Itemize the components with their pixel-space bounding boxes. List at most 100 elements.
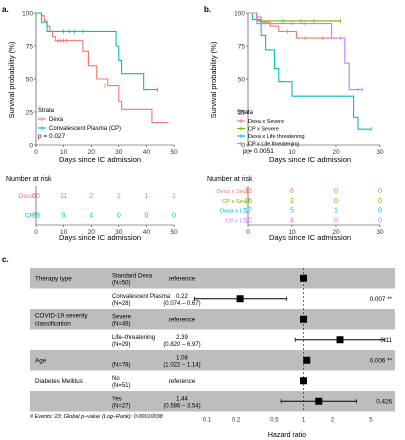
risk-a-title: Number at risk [6,176,52,183]
km-a-risk-row-label: Dexa [19,193,35,200]
km-b-curve-3 [248,12,363,91]
forest-n-label: (N=51) [112,383,131,389]
km-a-risk-count: 28 [32,213,40,220]
forest-ci-text: (0.074 – 0.67) [163,301,200,307]
forest-point [336,336,344,344]
forest-x-tick-label: 5 [369,418,373,424]
km-b-risk-count: 0 [334,217,338,224]
km-a-y-tick-label: 25 [26,109,34,116]
km-a-risk-count: 1 [117,193,121,200]
km-a-x-tick-label: 20 [88,149,96,156]
forest-estimate-text: 0.22 [176,294,188,300]
km-a-legend-label: Dexa [49,117,64,123]
km-b-pvalue: p = 0.0051 [243,148,274,155]
km-a-legend-label: Convalescent Plasma (CP) [49,126,121,132]
forest-level-label: Yes [112,396,122,402]
forest-x-tick-label: 2 [331,418,335,424]
km-a-risk-x-tick-label: 40 [143,229,151,236]
km-a-x-tick-label: 30 [115,149,123,156]
forest-point [303,356,311,364]
km-a-y-tick-label: 50 [26,76,34,83]
km-a-risk-count: 0 [172,213,176,220]
forest-estimate-text: reference [169,316,196,323]
km-b-curve-1 [248,12,341,22]
forest-row-band [30,268,395,289]
km-a-y-tick-label: 100 [22,10,33,17]
panel-b-label: b. [204,5,211,14]
km-a-risk-count: 1 [172,193,176,200]
panel-c-label: c. [2,255,9,264]
km-b-legend-label: CP x Severe [248,127,279,133]
km-b-y-tick-label: 25 [238,109,246,116]
km-a-risk-count: 9 [62,213,66,220]
forest-estimate-text: reference [169,275,196,282]
panel-a-label: a. [2,5,9,14]
km-b-risk-x-tick-label: 0 [246,229,250,236]
forest-pvalue: 0.11 [380,337,392,344]
forest-level-label: Life–threatening [112,335,155,341]
km-a-risk-count: 0 [117,213,121,220]
forest-x-tick-label: 0.5 [270,418,279,424]
forest-row-band [30,350,395,371]
km-b-risk-count: 4 [290,217,294,224]
km-b-risk-count: 0 [334,188,338,195]
forest-point [236,295,244,303]
km-b-risk-count: 0 [378,208,382,215]
forest-level-label: Severe [112,314,132,320]
km-a-risk-count: 2 [89,193,93,200]
km-b-x-tick-label: 0 [246,149,250,156]
km-b-curve-0 [248,12,341,39]
forest-variable-label: Diabetes Mellitus [35,378,83,385]
km-b-risk-x-tick-label: 20 [332,229,340,236]
km-a-y-tick-label: 0 [29,142,33,149]
km-b-legend-title: Strata [237,110,254,116]
forest-point [315,397,323,405]
km-a-pvalue: p = 0.027 [38,133,66,140]
km-a-x-tick-label: 40 [143,149,151,156]
risk-b-xlabel: Days since IC admission [269,233,351,242]
forest-n-label: (N=29) [112,342,131,348]
km-b-risk-row-label: CP x Sev [222,199,246,205]
km-b-risk-count: 2 [290,198,294,205]
forest-pvalue: 0.007 ** [370,296,393,303]
km-a-ylabel: Survival probability (%) [7,41,16,118]
forest-ci-text: (0.586 – 3.54) [163,403,200,409]
km-b-legend-label: Dexa x Severe [248,119,284,125]
forest-point [300,274,308,282]
forest-variable-label: Age [35,357,47,364]
km-b-risk-count: 0 [378,188,382,195]
km-b-risk-count: 33 [244,188,252,195]
km-b-y-tick-label: 75 [238,43,246,50]
risk-a-xlabel: Days since IC admission [59,233,141,242]
km-a-risk-x-tick-label: 20 [88,229,96,236]
km-b-risk-row-label: Dexa x LT [220,209,246,215]
forest-pvalue: 0.426 [376,398,392,405]
km-b-risk-row-label: Dexa x Sev [216,189,246,195]
forest-variable-label: COVID-19 severity [35,313,88,320]
forest-pvalue: 0.006 ** [370,357,393,364]
km-a-risk-count: 50 [32,193,40,200]
km-a-curve-1 [36,12,158,91]
forest-estimate-text: reference [169,378,196,385]
km-a-risk-x-tick-label: 50 [170,229,178,236]
km-b-y-tick-label: 100 [234,10,245,17]
forest-level-label: No [112,376,120,382]
forest-estimate-text: 2.39 [176,335,188,341]
risk-b-title: Number at risk [207,176,253,183]
forest-estimate-text: 1.44 [176,396,188,402]
km-a-curve-0 [36,12,169,124]
forest-level-label: Standard Dexa [112,273,153,279]
km-a-risk-count: 4 [89,213,93,220]
forest-variable-label: classification [35,320,71,327]
forest-variable-label: Therapy type [35,275,72,282]
km-b-risk-x-tick-label: 10 [288,229,296,236]
forest-x-tick-label: 1 [302,418,306,424]
forest-ci-text: (0.820 – 6.97) [163,342,200,348]
forest-footnote: # Events: 23; Global p–value (Log–Rank):… [30,414,164,420]
forest-point [300,315,308,323]
km-a-risk-x-tick-label: 10 [60,229,68,236]
km-a-x-tick-label: 10 [60,149,68,156]
km-a-xlabel: Days since IC admission [59,155,141,164]
forest-x-tick-label: 0.2 [232,418,241,424]
